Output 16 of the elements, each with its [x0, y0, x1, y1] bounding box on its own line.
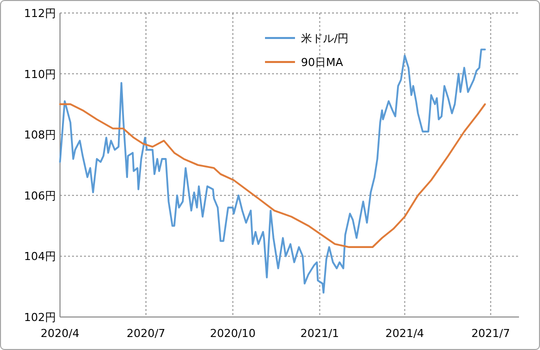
x-tick-label: 2020/10	[210, 327, 256, 340]
x-tick-label: 2021/1	[300, 327, 340, 340]
x-tick-label: 2020/4	[40, 327, 80, 340]
y-tick-label: 112円	[24, 7, 56, 20]
line-series	[59, 103, 486, 248]
legend-label: 90日MA	[301, 56, 344, 69]
legend-label: 米ドル/円	[301, 32, 349, 45]
y-tick-label: 106円	[24, 189, 56, 202]
y-tick-label: 110円	[24, 68, 56, 81]
x-tick-label: 2021/4	[385, 327, 424, 340]
y-tick-label: 104円	[24, 250, 56, 264]
x-tick-label: 2021/7	[471, 327, 510, 340]
line-series	[59, 48, 486, 294]
x-tick-label: 2020/7	[126, 327, 166, 340]
y-tick-label: 102円	[24, 311, 56, 324]
y-tick-label: 108円	[24, 128, 56, 142]
